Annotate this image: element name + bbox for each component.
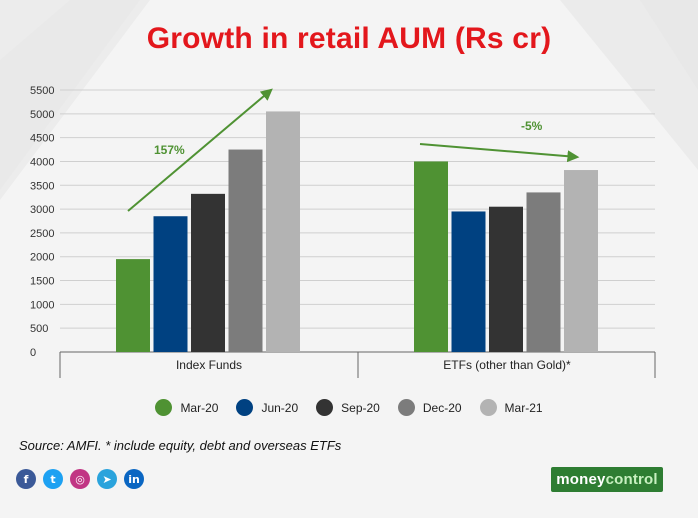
legend-swatch <box>397 399 415 416</box>
y-tick-label: 3500 <box>30 180 54 192</box>
legend-swatch <box>479 399 497 416</box>
bar-jun-20-index-funds <box>153 216 188 352</box>
bar-dec-20-etfs <box>526 192 561 352</box>
legend-item: Jun-20 <box>236 399 298 416</box>
legend-label: Mar-21 <box>504 400 543 415</box>
y-tick-label: 500 <box>30 323 48 335</box>
chart-title: Growth in retail AUM (Rs cr) <box>146 22 552 55</box>
y-tick-label: 2000 <box>30 252 54 264</box>
linkedin-icon[interactable]: in <box>124 469 144 489</box>
telegram-icon[interactable]: ➤ <box>97 469 117 489</box>
category-label: Index Funds <box>176 358 242 372</box>
y-tick-label: 3000 <box>30 204 54 216</box>
y-tick-label: 1000 <box>30 299 54 311</box>
legend-item: Mar-21 <box>479 399 543 416</box>
y-tick-label: 5500 <box>30 85 54 97</box>
legend-swatch <box>155 399 173 416</box>
twitter-icon[interactable]: t <box>43 469 63 489</box>
bar-chart: 0 500 1000 1500 2000 2500 3000 3500 4000 4500 5000… <box>30 85 656 378</box>
bar-sep-20-index-funds <box>191 193 225 352</box>
y-tick-label: 2500 <box>30 228 54 240</box>
source-note: Source: AMFI. * include equity, debt and… <box>19 438 342 453</box>
bar-dec-20-index-funds <box>228 149 263 352</box>
trend-arrow-down <box>419 143 580 163</box>
bar-jun-20-etfs <box>451 211 486 352</box>
bar-sep-20-etfs <box>489 206 523 352</box>
moneycontrol-logo[interactable]: money control <box>551 467 663 492</box>
legend-swatch <box>316 399 334 416</box>
growth-annotation: 157% <box>154 143 185 157</box>
trend-arrow-up <box>127 88 273 212</box>
legend-item: Dec-20 <box>397 399 462 416</box>
bar-mar-21-etfs <box>564 170 598 352</box>
bar-mar-20-index-funds <box>116 259 150 352</box>
legend-label: Dec-20 <box>422 400 462 415</box>
y-tick-label: 5000 <box>30 109 54 121</box>
y-tick-label: 1500 <box>30 276 54 288</box>
chart-legend: Mar-20 Jun-20 Sep-20 Dec-20 Mar-21 <box>0 399 698 416</box>
facebook-icon[interactable]: f <box>16 469 36 489</box>
social-links: f t ◎ ➤ in <box>16 469 144 489</box>
legend-item: Sep-20 <box>316 399 380 416</box>
legend-label: Mar-20 <box>180 400 219 415</box>
bar-mar-21-index-funds <box>266 111 300 352</box>
legend-swatch <box>236 399 254 416</box>
legend-item: Mar-20 <box>155 399 218 416</box>
category-label: ETFs (other than Gold)* <box>443 358 571 372</box>
instagram-icon[interactable]: ◎ <box>70 469 90 489</box>
y-tick-label: 0 <box>30 347 36 359</box>
bar-mar-20-etfs <box>414 161 448 352</box>
y-tick-label: 4000 <box>30 156 54 168</box>
y-tick-label: 4500 <box>30 133 54 145</box>
legend-label: Jun-20 <box>261 400 299 415</box>
decline-annotation: -5% <box>521 119 543 133</box>
legend-label: Sep-20 <box>341 400 380 415</box>
